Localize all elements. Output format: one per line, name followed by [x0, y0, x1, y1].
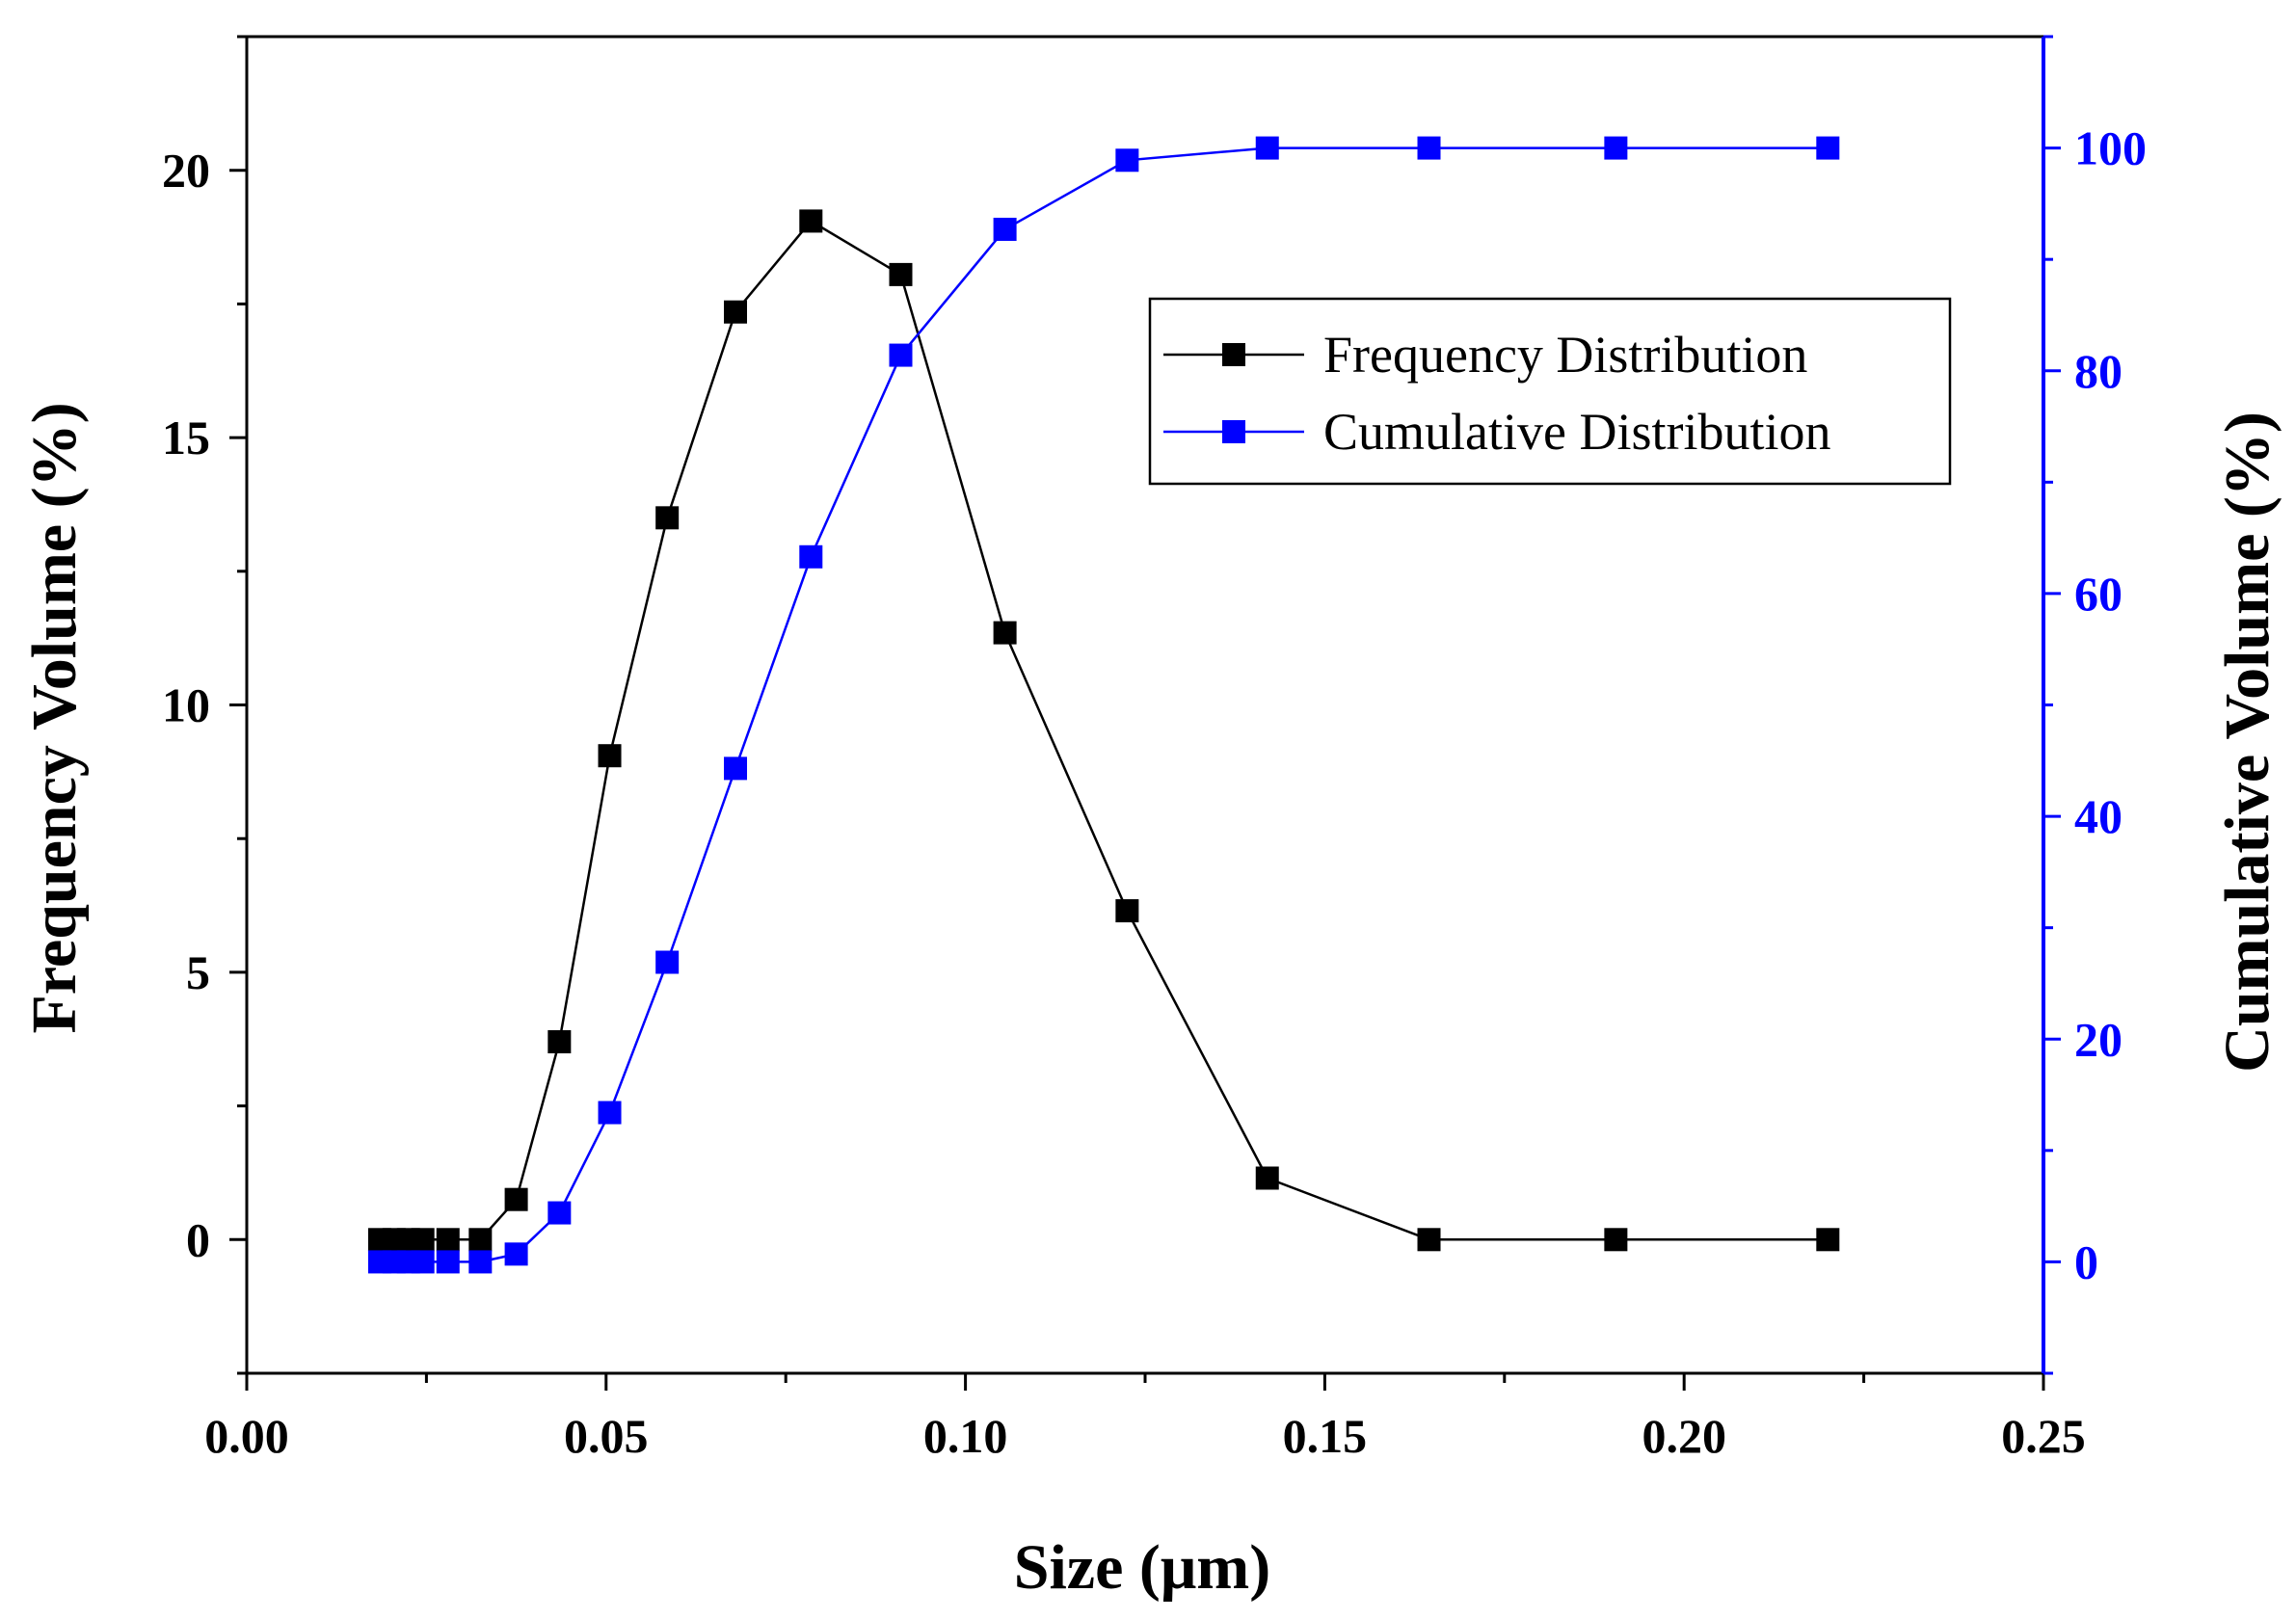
- y2-tick-label: 20: [2074, 1012, 2122, 1066]
- frequency-series-point: [1816, 1228, 1840, 1252]
- frequency-series-point: [504, 1187, 528, 1211]
- cumulative-series-point: [655, 950, 680, 974]
- cumulative-series-point: [547, 1201, 572, 1225]
- y2-tick-label: 0: [2074, 1234, 2098, 1288]
- legend-label: Frequency Distribution: [1323, 326, 1807, 384]
- frequency-series-point: [1604, 1228, 1628, 1252]
- frequency-series-point: [993, 621, 1017, 645]
- cumulative-series-point: [1604, 136, 1628, 160]
- frequency-series-point: [436, 1228, 460, 1252]
- y-axis-title: Frequency Volume (%): [19, 402, 90, 1033]
- y2-tick-label: 100: [2074, 121, 2147, 175]
- frequency-series-point: [1115, 899, 1139, 923]
- legend-box: [1148, 297, 1952, 486]
- legend: Frequency Distribution Cumulative Distrib…: [1148, 297, 1952, 486]
- cumulative-series-point: [799, 544, 823, 569]
- x-tick-label: 0.25: [2001, 1409, 2086, 1463]
- cumulative-series-point: [724, 756, 748, 781]
- cumulative-series-point: [889, 343, 913, 367]
- cumulative-series-point: [598, 1101, 622, 1125]
- cumulative-series-point: [1816, 136, 1840, 160]
- frequency-series-point: [1417, 1228, 1441, 1252]
- y2-tick-label: 40: [2074, 789, 2122, 843]
- y-tick-label: 0: [186, 1212, 210, 1266]
- legend-marker: [1222, 420, 1245, 443]
- frequency-series-point: [598, 744, 622, 768]
- y2-tick-label: 80: [2074, 344, 2122, 398]
- x-tick-label: 0.00: [204, 1409, 289, 1463]
- cumulative-series-point: [1115, 148, 1139, 173]
- frequency-series-point: [724, 300, 748, 324]
- x-tick-label: 0.15: [1283, 1409, 1368, 1463]
- x-tick-label: 0.10: [923, 1409, 1008, 1463]
- axes-group: 0.00 0.05 0.10 0.15 0.20 0.25 0 5 10 15 20 0 20 40 60 8…: [162, 35, 2147, 1463]
- y-tick-label: 20: [162, 144, 210, 198]
- frequency-series-point: [655, 506, 680, 530]
- frequency-series-point: [889, 262, 913, 286]
- y2-axis-title: Cumulative Volume (%): [2212, 411, 2283, 1073]
- cumulative-series-point: [436, 1250, 460, 1274]
- legend-label: Cumulative Distribution: [1323, 403, 1830, 461]
- x-axis-title: Size (μm): [1014, 1532, 1270, 1603]
- frequency-series-point: [547, 1030, 572, 1054]
- y2-tick-label: 60: [2074, 567, 2122, 621]
- cumulative-series-point: [1417, 136, 1441, 160]
- cumulative-series-point: [411, 1250, 435, 1274]
- frequency-series-point: [1255, 1166, 1279, 1190]
- cumulative-series-point: [1255, 136, 1279, 160]
- y-tick-label: 15: [162, 411, 210, 464]
- frequency-series-point: [799, 209, 823, 233]
- frequency-series: [367, 209, 1840, 1252]
- legend-marker: [1222, 343, 1245, 366]
- frequency-series-point: [411, 1228, 435, 1252]
- y-tick-label: 10: [162, 678, 210, 732]
- cumulative-series: [367, 136, 1840, 1274]
- x-tick-label: 0.05: [564, 1409, 649, 1463]
- x-tick-label: 0.20: [1642, 1409, 1726, 1463]
- frequency-series-point: [468, 1228, 493, 1252]
- cumulative-series-point: [993, 217, 1017, 241]
- y-tick-label: 5: [186, 945, 210, 999]
- cumulative-series-point: [504, 1242, 528, 1266]
- cumulative-series-point: [468, 1250, 493, 1274]
